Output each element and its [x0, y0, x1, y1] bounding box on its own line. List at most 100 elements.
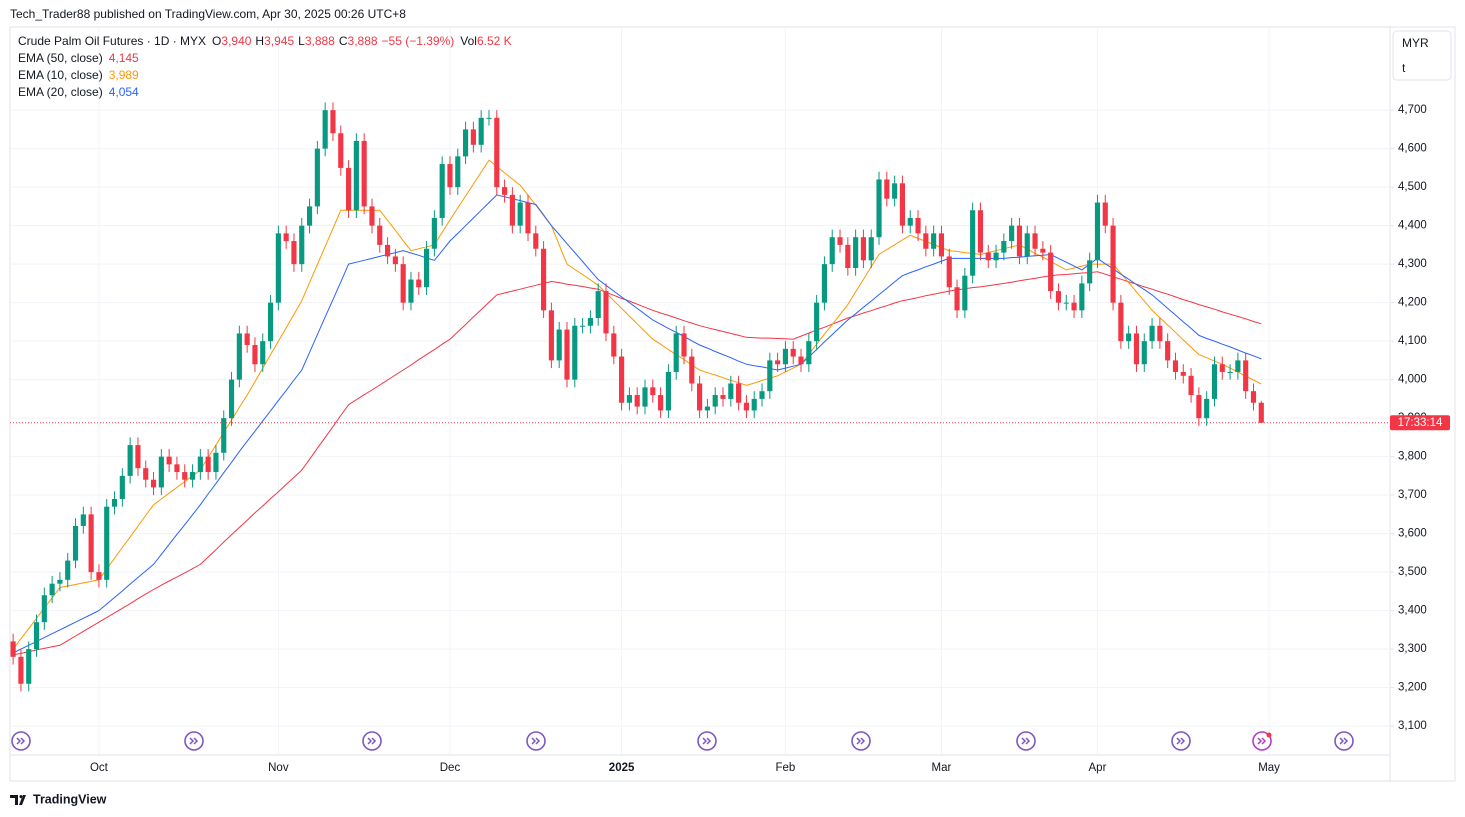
candle-body: [166, 456, 172, 465]
ema-line: [12, 159, 1262, 650]
candle-body: [1024, 233, 1030, 257]
candle-body: [10, 641, 16, 657]
event-arrow: [1176, 737, 1186, 745]
candle-body: [782, 348, 788, 365]
currency-box[interactable]: [1392, 30, 1452, 81]
y-tick-label: 3,600: [1398, 528, 1427, 540]
candle-body: [720, 395, 726, 399]
candle-body: [424, 248, 430, 288]
candle-body: [1227, 371, 1233, 373]
candle-body: [502, 187, 508, 195]
candle-body: [111, 498, 118, 507]
candle-body: [486, 117, 492, 119]
unit: t: [1402, 61, 1406, 75]
candle-body: [775, 360, 781, 365]
candle-body: [509, 194, 515, 226]
candle-body: [1165, 341, 1171, 361]
ema-line: [13, 271, 1262, 656]
candle-body: [1110, 225, 1116, 303]
candle-body: [759, 391, 765, 399]
volume-key: Vol: [460, 34, 477, 48]
candle-body: [158, 456, 164, 488]
y-tick-label: 3,200: [1398, 682, 1427, 694]
brand-logo: TradingView: [10, 792, 107, 806]
candle-body: [384, 244, 391, 257]
candle-body: [463, 129, 469, 157]
candle-body: [938, 233, 945, 257]
publish-note: Tech_Trader88 published on TradingView.c…: [10, 7, 406, 21]
candle-body: [41, 595, 47, 623]
candle-body: [1204, 398, 1210, 419]
candle-body: [751, 398, 757, 411]
candle-body: [642, 387, 648, 407]
candle-body: [704, 406, 710, 411]
candle-body: [57, 579, 63, 584]
candle-body: [345, 167, 352, 211]
candle-body: [283, 233, 289, 242]
candle-body: [65, 560, 71, 580]
candle-body: [985, 252, 991, 261]
candle-body: [119, 475, 125, 499]
candle-body: [197, 456, 203, 473]
candle-body: [572, 325, 578, 380]
candle-body: [260, 341, 266, 365]
candle-body: [814, 302, 820, 342]
candles: [10, 102, 1264, 692]
candle-body: [72, 525, 79, 561]
candle-body: [361, 140, 367, 207]
candle-body: [494, 117, 500, 188]
candle-body: [923, 233, 929, 249]
ema-name: EMA (20, close): [18, 85, 103, 99]
field-value: 3,940: [221, 34, 251, 48]
y-tick-label: 3,700: [1398, 489, 1427, 501]
candle-body: [416, 279, 422, 288]
candle-body: [1258, 402, 1264, 423]
candle-body: [252, 344, 258, 365]
candle-body: [634, 395, 640, 407]
axes: 3,100 3,200 3,300 3,400 3,500 3,600 3,700 3,800…: [10, 104, 1450, 774]
y-tick-label: 4,200: [1398, 297, 1427, 309]
candle-body: [626, 395, 632, 403]
x-tick-label: Apr: [1089, 762, 1107, 774]
y-tick-label: 3,300: [1398, 643, 1427, 655]
candle-body: [80, 514, 86, 526]
x-tick-label: Oct: [90, 762, 109, 774]
candle-body: [533, 233, 539, 249]
ema-legend: EMA (50, close) 4,145: [18, 51, 139, 65]
candle-body: [673, 333, 679, 372]
candle-body: [353, 140, 359, 211]
candle-body: [541, 248, 547, 311]
candle-body: [1118, 302, 1124, 342]
field-value: 3,945: [264, 34, 294, 48]
x-tick-label: Mar: [932, 762, 952, 774]
candle-body: [790, 348, 796, 357]
candle-body: [548, 310, 554, 361]
candle-body: [1180, 371, 1186, 376]
currency: MYR: [1402, 36, 1429, 50]
candle-body: [876, 179, 882, 238]
y-tick-label: 4,600: [1398, 143, 1427, 155]
x-tick-label: 2025: [609, 762, 635, 774]
candle-body: [954, 287, 960, 311]
candle-body: [556, 329, 562, 361]
ema-legend: EMA (20, close) 4,054: [18, 85, 139, 99]
candle-body: [665, 371, 671, 411]
candle-body: [431, 217, 437, 249]
candle-body: [26, 649, 32, 684]
candle-body: [369, 206, 375, 226]
candle-body: [728, 383, 734, 399]
candle-body: [580, 325, 586, 327]
field-key: C: [339, 34, 348, 48]
field-value: 3,888: [348, 34, 378, 48]
y-tick-label: 3,400: [1398, 605, 1427, 617]
change: −55 (−1.39%): [382, 34, 455, 48]
candle-body: [853, 237, 859, 268]
candle-body: [931, 233, 937, 249]
candle-body: [1032, 233, 1038, 249]
candle-body: [88, 514, 94, 573]
candle-body: [1149, 325, 1155, 342]
countdown: 17:33:14: [1398, 417, 1443, 429]
candle-body: [275, 233, 281, 303]
candle-body: [564, 329, 570, 380]
